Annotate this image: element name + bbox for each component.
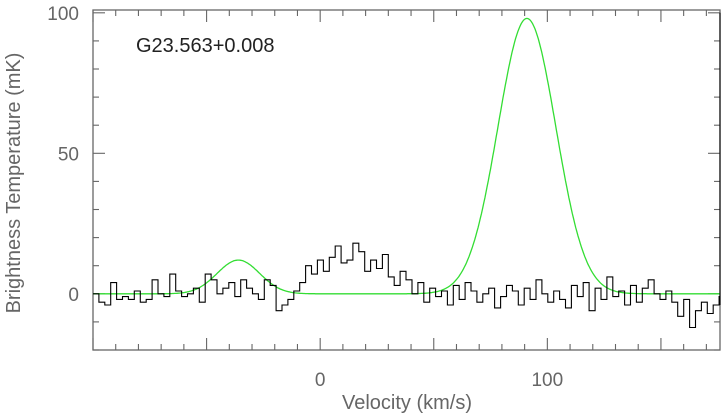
x-tick-label: 0 <box>315 370 326 391</box>
axis-ticks <box>92 10 720 351</box>
tick-labels: 0 100 0 50 100 <box>47 4 563 391</box>
plot-area <box>92 9 721 351</box>
gaussian-fit-line <box>93 17 720 295</box>
spectrum-histogram-line <box>93 12 721 329</box>
x-axis-label: Velocity (km/s) <box>342 392 472 414</box>
x-tick-label: 100 <box>531 370 563 391</box>
y-tick-label: 0 <box>68 285 79 306</box>
y-tick-label: 100 <box>47 4 79 25</box>
plot-frame <box>92 9 721 351</box>
y-axis-label: Brightness Temperature (mK) <box>3 53 25 314</box>
source-name-annotation: G23.563+0.008 <box>136 35 274 57</box>
y-tick-label: 50 <box>58 144 79 165</box>
